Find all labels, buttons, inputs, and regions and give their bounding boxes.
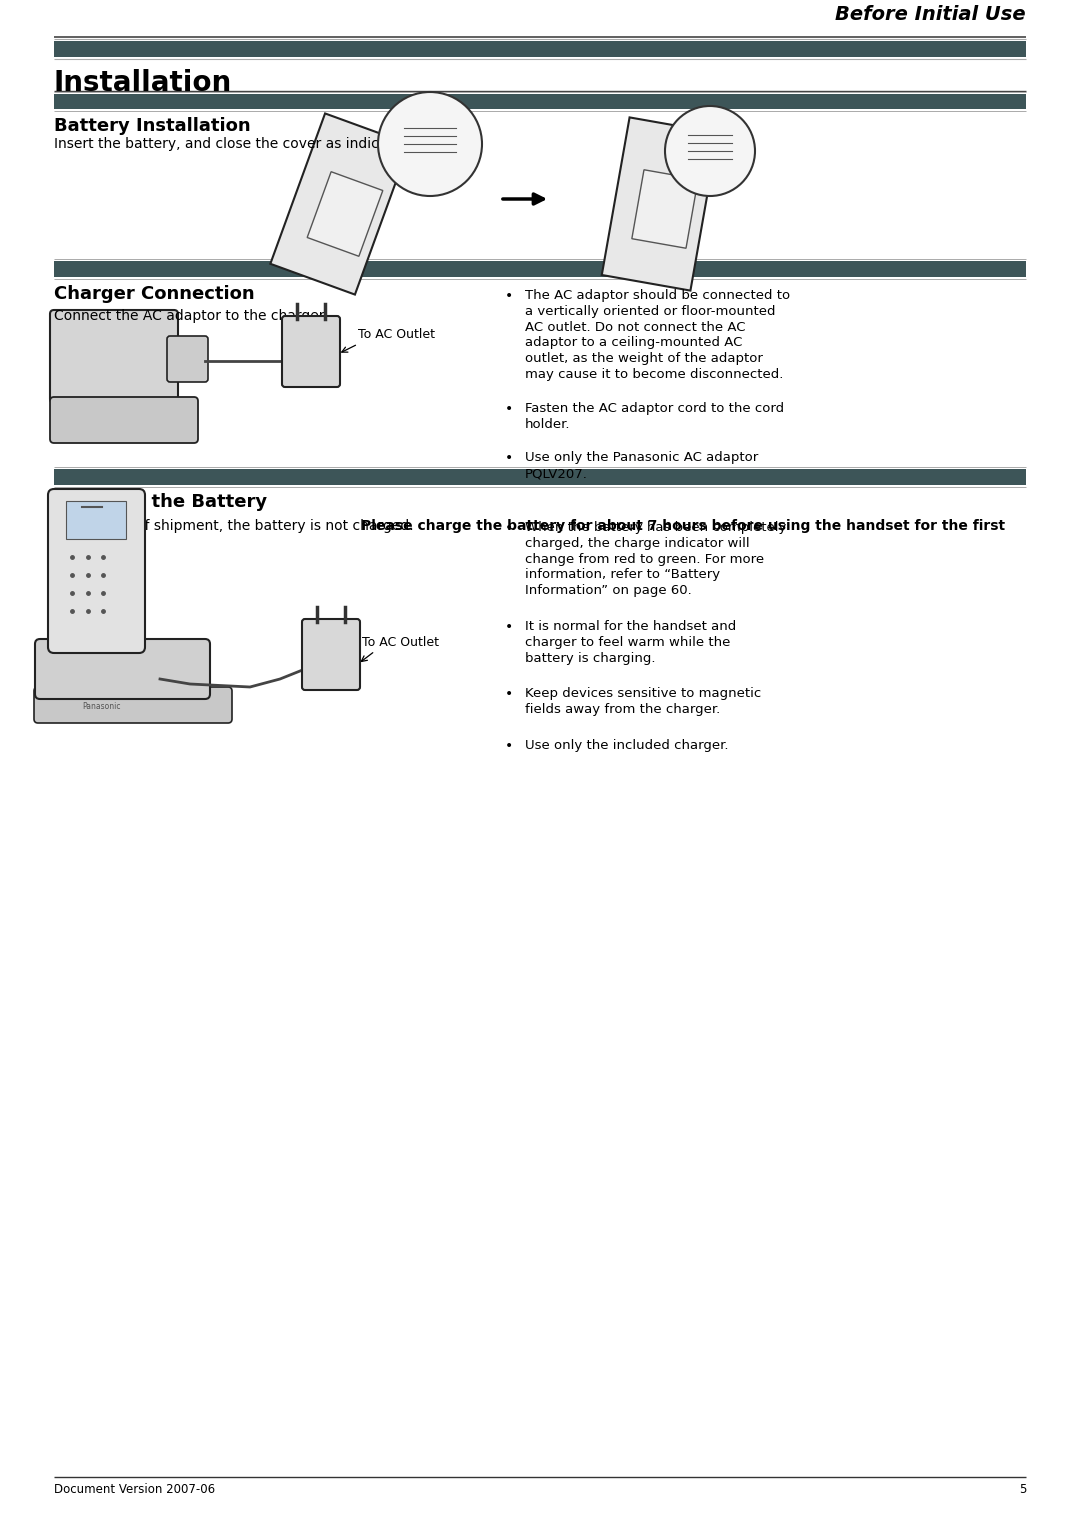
FancyBboxPatch shape [50, 310, 178, 404]
FancyBboxPatch shape [48, 489, 145, 653]
Text: •: • [505, 289, 513, 303]
FancyBboxPatch shape [302, 619, 360, 690]
Polygon shape [602, 118, 718, 291]
Text: adaptor to a ceiling-mounted AC: adaptor to a ceiling-mounted AC [525, 336, 742, 350]
Text: change from red to green. For more: change from red to green. For more [525, 552, 765, 566]
Bar [54, 469, 1026, 485]
Text: When the battery has been completely: When the battery has been completely [525, 521, 786, 534]
Polygon shape [632, 170, 698, 248]
Text: 5: 5 [1018, 1483, 1026, 1495]
Bar [54, 93, 1026, 109]
Text: •: • [505, 619, 513, 635]
FancyBboxPatch shape [282, 317, 340, 387]
Text: Before Initial Use: Before Initial Use [835, 5, 1026, 24]
Text: •: • [505, 688, 513, 702]
Text: Charger Connection: Charger Connection [54, 284, 255, 303]
FancyBboxPatch shape [35, 639, 210, 699]
Text: AC outlet. Do not connect the AC: AC outlet. Do not connect the AC [525, 321, 745, 333]
Text: PQLV207.: PQLV207. [525, 468, 588, 480]
Text: •: • [505, 521, 513, 535]
Text: Use only the Panasonic AC adaptor: Use only the Panasonic AC adaptor [525, 451, 758, 465]
Text: Connect the AC adaptor to the charger.: Connect the AC adaptor to the charger. [54, 309, 327, 323]
Text: Information” on page 60.: Information” on page 60. [525, 584, 692, 598]
Text: charger to feel warm while the: charger to feel warm while the [525, 636, 730, 648]
Text: information, refer to “Battery: information, refer to “Battery [525, 569, 720, 581]
Circle shape [665, 106, 755, 196]
Text: At the time of shipment, the battery is not charged.: At the time of shipment, the battery is … [54, 518, 418, 534]
Text: Battery Installation: Battery Installation [54, 118, 251, 135]
Text: charged, the charge indicator will: charged, the charge indicator will [525, 537, 750, 550]
Bar [66, 502, 126, 540]
Text: •: • [505, 451, 513, 465]
Text: •: • [505, 402, 513, 416]
Text: Please charge the battery for about 7 hours before using the handset for the fir: Please charge the battery for about 7 ho… [362, 518, 1005, 534]
Text: Fasten the AC adaptor cord to the cord: Fasten the AC adaptor cord to the cord [525, 402, 784, 414]
Text: Keep devices sensitive to magnetic: Keep devices sensitive to magnetic [525, 688, 761, 700]
Text: •: • [505, 739, 513, 752]
Bar [54, 41, 1026, 57]
Text: holder.: holder. [525, 417, 570, 431]
Text: may cause it to become disconnected.: may cause it to become disconnected. [525, 368, 783, 381]
FancyBboxPatch shape [33, 687, 232, 723]
Bar [54, 261, 1026, 277]
Text: a vertically oriented or floor-mounted: a vertically oriented or floor-mounted [525, 304, 775, 318]
Text: It is normal for the handset and: It is normal for the handset and [525, 619, 737, 633]
Polygon shape [307, 171, 382, 257]
Text: Charging the Battery: Charging the Battery [54, 492, 267, 511]
Circle shape [378, 92, 482, 196]
Text: time.: time. [54, 537, 94, 550]
Text: Installation: Installation [54, 69, 232, 96]
FancyBboxPatch shape [167, 336, 208, 382]
Text: fields away from the charger.: fields away from the charger. [525, 703, 720, 716]
Text: Panasonic: Panasonic [82, 702, 121, 711]
FancyBboxPatch shape [50, 398, 198, 443]
Text: To AC Outlet: To AC Outlet [357, 329, 435, 341]
Text: Use only the included charger.: Use only the included charger. [525, 739, 729, 752]
Text: outlet, as the weight of the adaptor: outlet, as the weight of the adaptor [525, 352, 762, 365]
Text: Insert the battery, and close the cover as indicated below.: Insert the battery, and close the cover … [54, 138, 459, 151]
Text: To AC Outlet: To AC Outlet [362, 636, 438, 648]
Text: The AC adaptor should be connected to: The AC adaptor should be connected to [525, 289, 791, 303]
Text: Document Version 2007-06: Document Version 2007-06 [54, 1483, 215, 1495]
Text: battery is charging.: battery is charging. [525, 651, 656, 665]
Polygon shape [270, 113, 409, 295]
